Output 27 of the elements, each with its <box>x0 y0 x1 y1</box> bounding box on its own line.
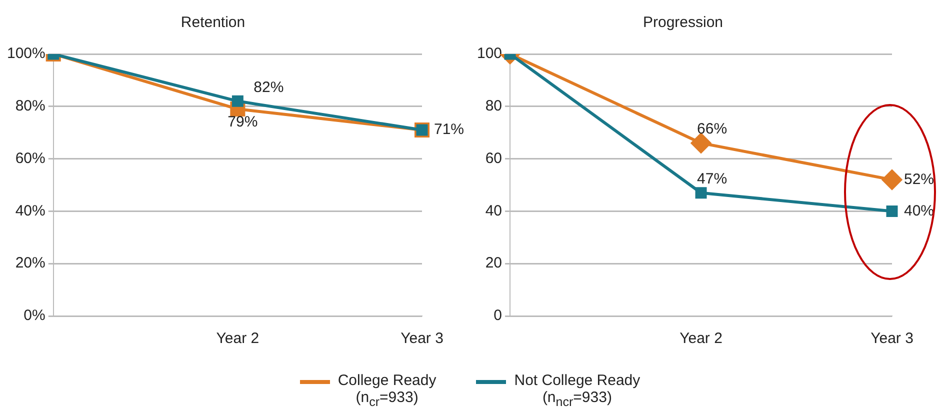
y-tick-label: 40% <box>15 202 46 220</box>
data-label: 79% <box>228 114 258 131</box>
data-label: 52% <box>904 170 934 188</box>
y-tick-label: 40 <box>485 202 502 220</box>
data-label: 71% <box>434 121 464 138</box>
data-label: 40% <box>904 202 934 220</box>
y-tick-label: 80% <box>15 98 46 115</box>
y-tick-label: 20 <box>485 254 502 272</box>
y-tick-label: 80 <box>485 98 502 115</box>
chart-title: Progression <box>642 14 724 32</box>
x-tick-label: Year 3 <box>870 330 914 348</box>
y-tick-label: 0 <box>494 307 502 324</box>
y-tick-label: 100% <box>6 45 46 62</box>
y-tick-label: 60 <box>485 150 502 167</box>
y-tick-label: 20% <box>15 254 46 272</box>
x-tick-label: Year 2 <box>680 330 722 348</box>
y-tick-label: 100 <box>476 45 502 62</box>
data-label: 66% <box>697 120 728 138</box>
legend-label: College Ready (n$_{cr}$=933) <box>338 372 436 411</box>
x-tick-label: Year 3 <box>400 330 444 348</box>
y-tick-label: 0% <box>24 307 46 324</box>
data-label: 47% <box>697 170 728 188</box>
data-label: 82% <box>254 78 284 96</box>
legend-label: Not College Ready (n$_{ncr}$=933) <box>514 372 640 411</box>
chart-title: Retention <box>180 14 246 32</box>
x-tick-label: Year 2 <box>216 330 260 348</box>
y-tick-label: 60% <box>15 150 46 167</box>
